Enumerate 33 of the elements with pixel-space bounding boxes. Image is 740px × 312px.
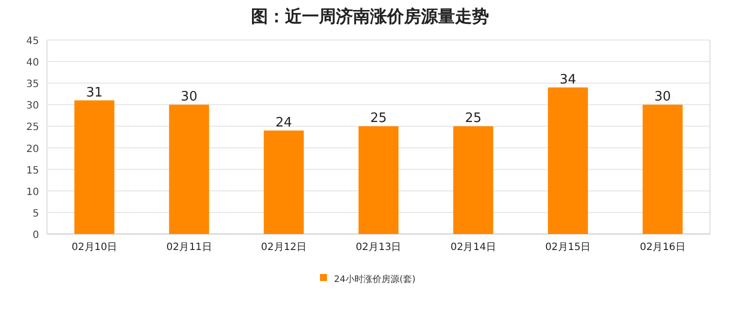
x-tick-label: 02月14日 [450, 242, 496, 253]
y-tick-label: 5 [32, 208, 39, 220]
x-tick-label: 02月16日 [640, 242, 686, 253]
data-label: 34 [560, 72, 576, 88]
y-tick-label: 30 [26, 100, 39, 112]
y-tick-label: 15 [26, 165, 39, 176]
bar [74, 100, 114, 234]
data-label: 30 [654, 90, 671, 105]
y-tick-label: 40 [26, 58, 39, 69]
bar [358, 126, 398, 234]
data-label: 25 [464, 111, 482, 126]
x-tick-label: 02月13日 [356, 242, 402, 253]
legend-label: 24小时涨价房源(套) [334, 274, 416, 285]
y-tick-label: 10 [26, 186, 39, 198]
y-tick-label: 25 [26, 122, 39, 134]
bar [169, 104, 210, 234]
y-tick-label: 0 [32, 230, 39, 241]
x-tick-label: 02月12日 [261, 242, 307, 253]
x-tick-label: 02月11日 [166, 242, 212, 253]
bar [453, 126, 494, 234]
y-tick-label: 45 [26, 36, 39, 47]
y-tick-label: 35 [26, 79, 39, 90]
data-label: 24 [276, 116, 292, 131]
bar [548, 87, 588, 234]
chart-title: 图：近一周济南涨价房源量走势 [251, 7, 489, 27]
bar [642, 104, 683, 234]
y-tick-label: 20 [26, 144, 39, 155]
data-label: 31 [86, 85, 103, 100]
x-tick-label: 02月15日 [545, 242, 591, 253]
data-label: 25 [370, 111, 387, 126]
x-tick-label: 02月10日 [72, 242, 118, 253]
bar [264, 130, 304, 234]
data-label: 30 [180, 90, 198, 105]
